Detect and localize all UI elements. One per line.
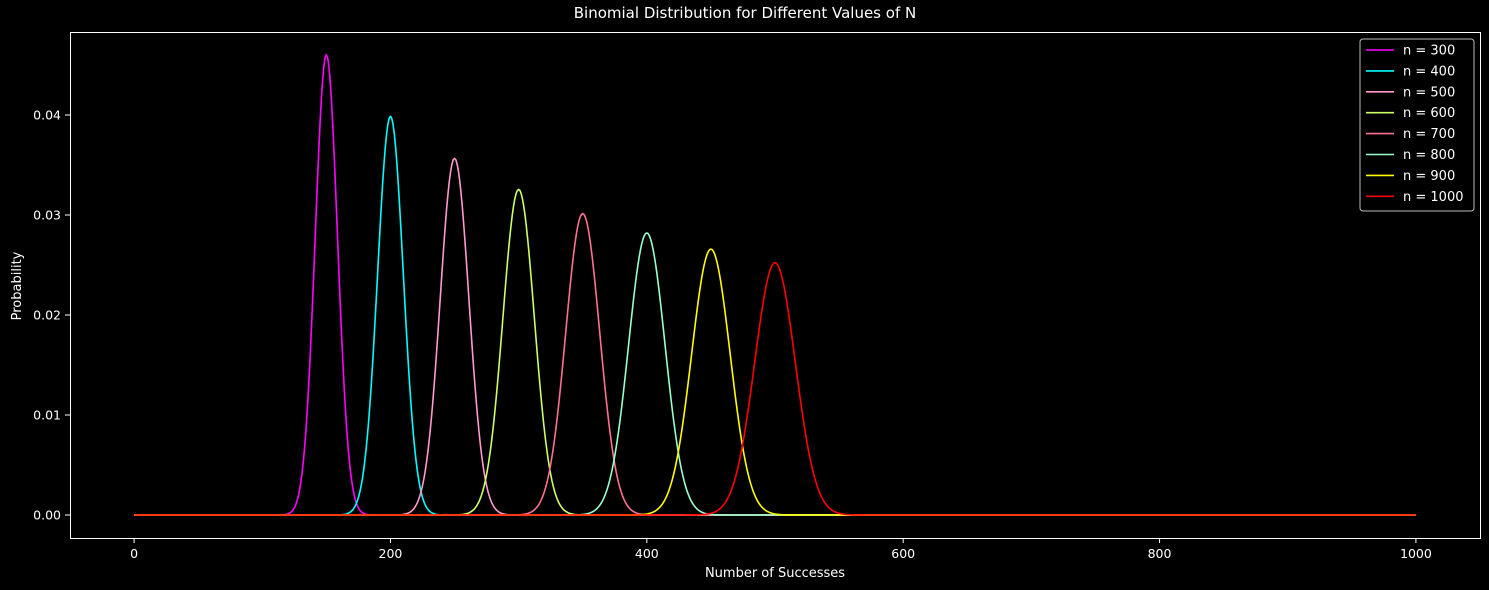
legend-box xyxy=(1359,38,1475,212)
legend-label: n = 1000 xyxy=(1403,190,1463,205)
legend-label: n = 800 xyxy=(1403,148,1455,163)
legend-label: n = 900 xyxy=(1403,169,1455,184)
x-tick-label: 400 xyxy=(635,546,659,561)
x-tick-label: 800 xyxy=(1148,546,1172,561)
x-tick-label: 0 xyxy=(130,546,138,561)
legend-label: n = 400 xyxy=(1403,64,1455,79)
y-tick-label: 0.03 xyxy=(33,208,61,223)
legend: n = 300 n = 400 n = 500 n = 600 n = 700 n = 8… xyxy=(1359,38,1475,212)
x-tick-label: 1000 xyxy=(1400,546,1432,561)
y-tick-label: 0.01 xyxy=(33,408,61,423)
x-tick-label: 600 xyxy=(891,546,915,561)
y-tick-label: 0.04 xyxy=(33,108,61,123)
legend-label: n = 500 xyxy=(1403,85,1455,100)
series-line-1000 xyxy=(134,261,1416,516)
y-axis-label: Probability xyxy=(10,251,25,320)
legend-label: n = 700 xyxy=(1403,127,1455,142)
legend-label: n = 600 xyxy=(1403,106,1455,121)
plot-lines xyxy=(134,53,1416,516)
chart-title: Binomial Distribution for Different Valu… xyxy=(574,4,916,22)
y-axis: 0.00 0.01 0.02 0.03 0.04 xyxy=(33,108,70,523)
y-tick-label: 0.00 xyxy=(33,508,61,523)
y-tick-label: 0.02 xyxy=(33,308,61,323)
plot-frame xyxy=(70,32,1481,539)
x-axis-label: Number of Successes xyxy=(705,566,845,581)
x-tick-label: 200 xyxy=(379,546,403,561)
x-axis: 0 200 400 600 800 1000 xyxy=(130,538,1432,561)
legend-label: n = 300 xyxy=(1403,44,1455,59)
